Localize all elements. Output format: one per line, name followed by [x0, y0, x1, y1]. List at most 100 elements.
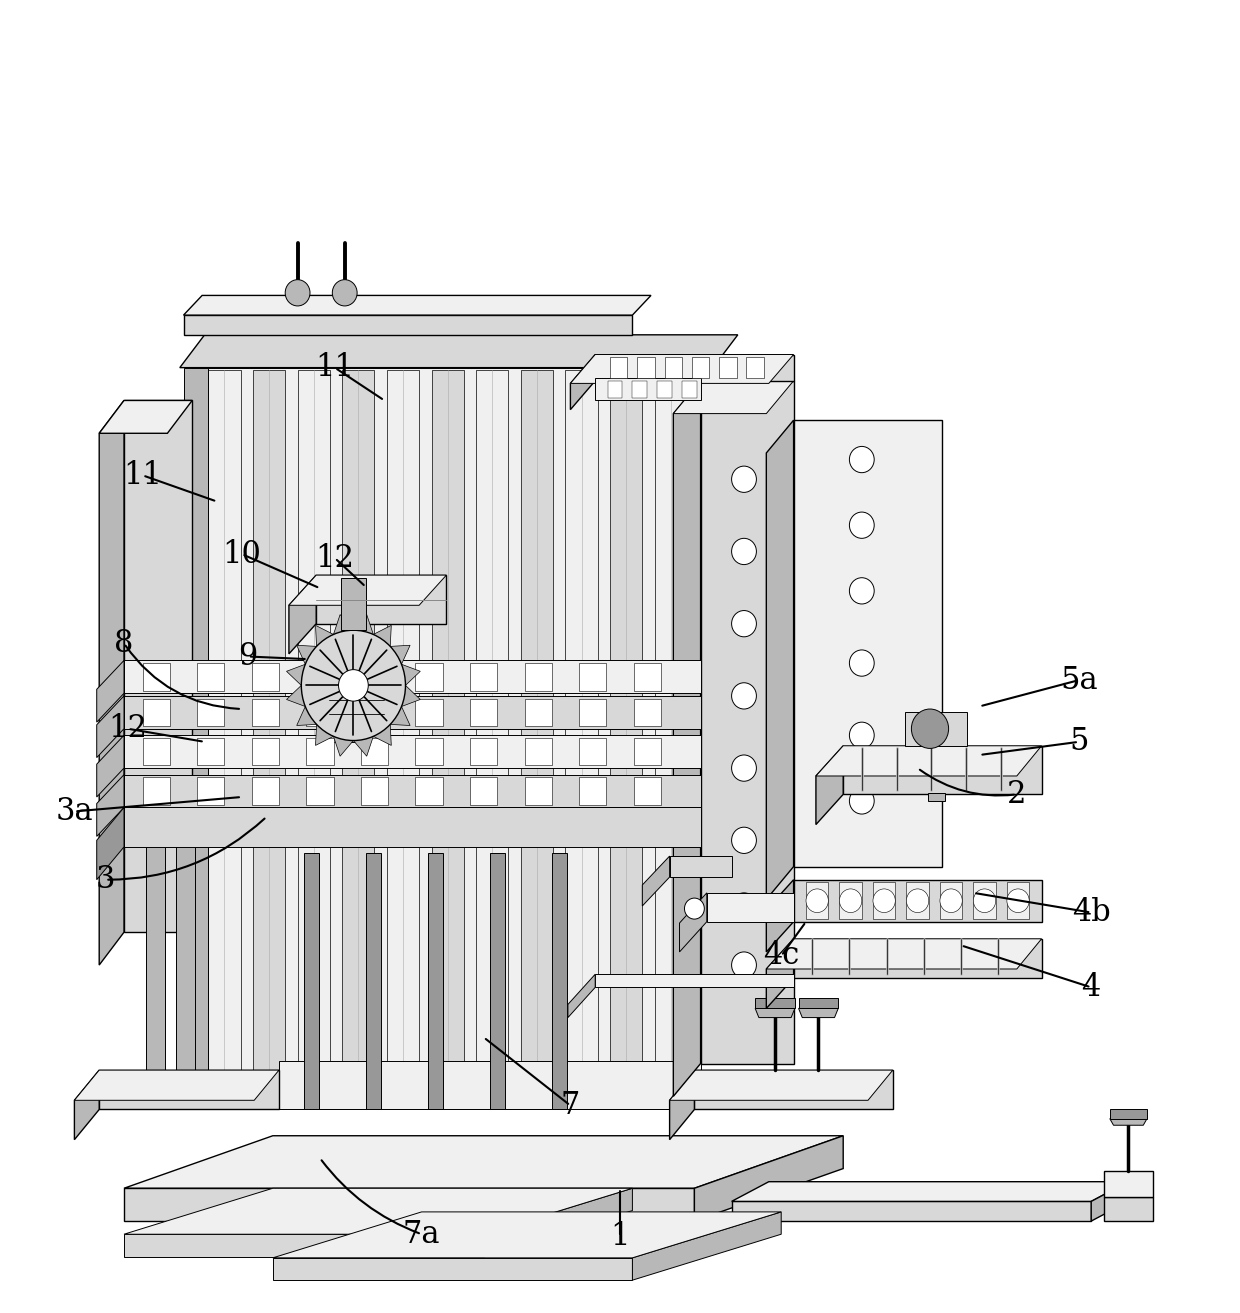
Polygon shape [252, 663, 279, 691]
Polygon shape [306, 663, 334, 691]
Polygon shape [673, 381, 701, 1096]
Polygon shape [124, 775, 701, 807]
Polygon shape [634, 699, 661, 726]
Polygon shape [391, 645, 410, 664]
Polygon shape [655, 370, 687, 1103]
Polygon shape [470, 777, 497, 805]
Polygon shape [124, 1188, 694, 1221]
Polygon shape [192, 368, 701, 1109]
Circle shape [849, 512, 874, 538]
Polygon shape [402, 685, 420, 706]
Polygon shape [670, 1070, 893, 1100]
Text: 1: 1 [610, 1221, 630, 1253]
Polygon shape [99, 400, 124, 965]
Circle shape [285, 280, 310, 306]
Polygon shape [296, 706, 316, 726]
Polygon shape [694, 1136, 843, 1221]
Polygon shape [608, 381, 622, 398]
Polygon shape [521, 370, 553, 1103]
Polygon shape [610, 370, 642, 1103]
Polygon shape [197, 777, 224, 805]
Polygon shape [634, 777, 661, 805]
Polygon shape [755, 998, 795, 1008]
Polygon shape [470, 699, 497, 726]
Text: 3: 3 [95, 864, 115, 895]
Polygon shape [143, 699, 170, 726]
Text: 3a: 3a [56, 796, 93, 827]
Circle shape [849, 650, 874, 676]
Polygon shape [273, 1212, 781, 1258]
Polygon shape [794, 420, 942, 867]
Polygon shape [568, 974, 595, 1018]
Polygon shape [298, 370, 330, 1103]
Polygon shape [415, 663, 443, 691]
Polygon shape [634, 738, 661, 765]
Polygon shape [642, 856, 670, 906]
Circle shape [732, 827, 756, 853]
Polygon shape [595, 355, 794, 381]
Polygon shape [490, 853, 505, 1109]
Polygon shape [97, 775, 124, 836]
Circle shape [973, 889, 996, 913]
Polygon shape [176, 840, 195, 1109]
Text: 12: 12 [315, 542, 355, 574]
Circle shape [339, 670, 368, 701]
Polygon shape [692, 357, 709, 378]
Polygon shape [289, 575, 446, 605]
Polygon shape [1104, 1171, 1153, 1197]
Polygon shape [402, 664, 420, 685]
Polygon shape [180, 335, 738, 368]
Circle shape [732, 538, 756, 565]
Polygon shape [296, 645, 316, 664]
Polygon shape [143, 777, 170, 805]
Text: 5: 5 [1069, 726, 1089, 758]
Polygon shape [373, 725, 392, 746]
Polygon shape [799, 998, 838, 1008]
Polygon shape [286, 664, 305, 685]
Text: 9: 9 [238, 641, 258, 672]
Polygon shape [570, 355, 794, 383]
Polygon shape [279, 1061, 694, 1109]
Circle shape [849, 788, 874, 814]
Text: 12: 12 [108, 713, 148, 744]
Polygon shape [732, 1201, 1091, 1221]
Polygon shape [657, 381, 672, 398]
Text: 7a: 7a [403, 1218, 440, 1250]
Circle shape [732, 952, 756, 978]
Circle shape [911, 709, 949, 748]
Circle shape [849, 446, 874, 473]
Polygon shape [353, 737, 373, 756]
Polygon shape [525, 699, 552, 726]
Polygon shape [637, 357, 655, 378]
Polygon shape [1091, 1182, 1128, 1221]
Polygon shape [701, 381, 794, 1064]
Polygon shape [286, 685, 305, 706]
Polygon shape [361, 699, 388, 726]
Polygon shape [124, 735, 701, 768]
Polygon shape [197, 663, 224, 691]
Polygon shape [432, 370, 464, 1103]
Polygon shape [124, 660, 701, 693]
Polygon shape [940, 882, 962, 919]
Polygon shape [99, 1070, 279, 1109]
Polygon shape [361, 663, 388, 691]
Polygon shape [682, 381, 697, 398]
Circle shape [684, 898, 704, 919]
Polygon shape [184, 295, 651, 315]
Polygon shape [634, 663, 661, 691]
Polygon shape [470, 663, 497, 691]
Circle shape [906, 889, 929, 913]
Circle shape [301, 630, 405, 741]
Polygon shape [755, 1008, 795, 1018]
Polygon shape [794, 880, 1042, 922]
Polygon shape [361, 738, 388, 765]
Polygon shape [610, 357, 627, 378]
Polygon shape [428, 853, 443, 1109]
Polygon shape [525, 738, 552, 765]
Polygon shape [670, 856, 732, 877]
Circle shape [732, 683, 756, 709]
Polygon shape [746, 357, 764, 378]
Polygon shape [1110, 1109, 1147, 1119]
Polygon shape [315, 725, 334, 746]
Polygon shape [391, 706, 410, 726]
